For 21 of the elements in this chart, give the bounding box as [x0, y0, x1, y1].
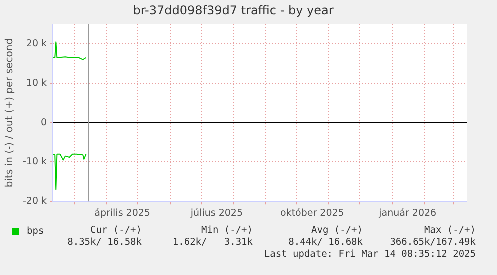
x-tick-label: július 2025	[190, 208, 244, 219]
x-tick-label: április 2025	[94, 208, 150, 219]
text: 8.44k/ 16.68k	[288, 237, 363, 248]
text: 8.35k/ 16.58k	[68, 237, 142, 248]
x-tick-label: október 2025	[280, 208, 344, 219]
y-tick-label: -10 k	[22, 156, 48, 168]
y-tick-label: 20 k	[26, 38, 48, 50]
text: Min (-/+)	[202, 225, 253, 236]
text: Avg (-/+)	[312, 225, 363, 236]
text: Cur (-/+)	[90, 225, 142, 236]
y-tick-label: 10 k	[26, 78, 48, 89]
text: Max (-/+)	[424, 225, 476, 236]
text: Last update: Fri Mar 14 08:35:12 2025	[264, 249, 476, 260]
y-axis-title: bits in (-) / out (+) per second	[4, 38, 16, 188]
text: 366.65k/167.49k	[390, 237, 476, 248]
chart-title: br-37dd098f39d7 traffic - by year	[133, 3, 334, 18]
text: 1.62k/ 3.31k	[172, 237, 253, 248]
y-tick-label: -20 k	[22, 196, 48, 208]
legend-label: bps	[26, 226, 44, 237]
y-tick-label: 0	[40, 117, 48, 128]
x-tick-label: január 2026	[378, 208, 437, 219]
